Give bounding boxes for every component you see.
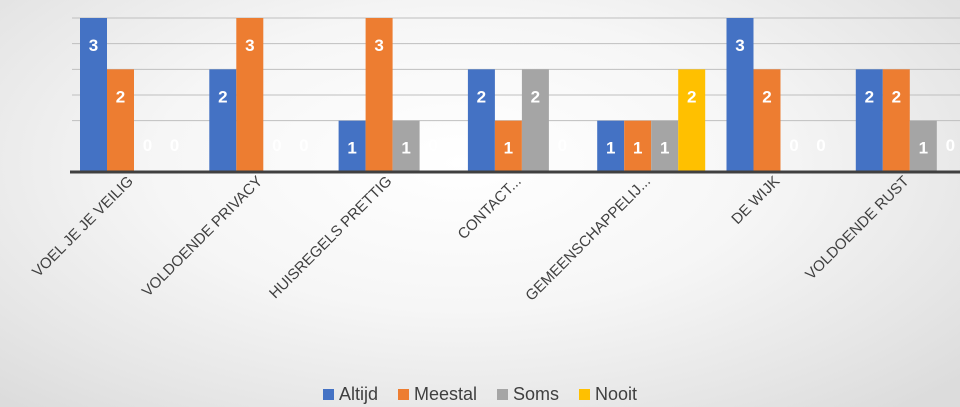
data-label-soms: 1 <box>660 139 669 158</box>
data-label-nooit: 0 <box>558 136 567 155</box>
bar-soms <box>651 120 679 172</box>
data-label-altijd: 3 <box>89 36 98 55</box>
category-label: HUISREGELS PRETTIG <box>266 173 395 302</box>
bar-altijd <box>338 120 366 172</box>
data-label-meestal: 1 <box>504 139 513 158</box>
bar-altijd <box>726 18 754 172</box>
bar-meestal <box>107 69 134 172</box>
data-label-soms: 0 <box>143 136 152 155</box>
bar-meestal <box>753 69 781 172</box>
data-label-altijd: 2 <box>865 87 874 106</box>
data-label-meestal: 2 <box>762 87 771 106</box>
bar-meestal <box>236 18 264 172</box>
bars <box>80 18 937 172</box>
data-label-meestal: 2 <box>116 87 125 106</box>
data-label-nooit: 0 <box>299 136 308 155</box>
data-label-nooit: 0 <box>816 136 825 155</box>
category-label: GEMEENSCHAPPELIJ... <box>522 173 654 305</box>
legend-label-altijd: Altijd <box>338 384 378 404</box>
data-label-altijd: 1 <box>347 139 356 158</box>
category-label: VOLDOENDE PRIVACY <box>139 173 266 300</box>
bar-nooit <box>678 69 706 172</box>
legend-label-soms: Soms <box>513 384 560 404</box>
data-label-altijd: 3 <box>735 36 744 55</box>
legend-item-soms: Soms <box>497 384 559 405</box>
data-label-soms: 0 <box>272 136 281 155</box>
bar-altijd <box>597 120 625 172</box>
data-label-nooit: 0 <box>428 136 437 155</box>
legend-swatch-soms <box>497 389 508 400</box>
bar-meestal <box>494 120 522 172</box>
data-label-meestal: 1 <box>633 139 642 158</box>
data-label-soms: 1 <box>401 139 410 158</box>
data-label-nooit: 0 <box>170 136 179 155</box>
bar-altijd <box>80 18 107 172</box>
bar-meestal <box>624 120 652 172</box>
bar-altijd <box>855 69 883 172</box>
data-label-altijd: 2 <box>477 87 486 106</box>
bar-altijd <box>209 69 237 172</box>
data-label-altijd: 1 <box>606 139 615 158</box>
category-label: VOEL JE JE VEILIG <box>29 173 137 281</box>
legend-item-meestal: Meestal <box>397 384 477 405</box>
bar-altijd <box>467 69 495 172</box>
gridlines <box>72 17 960 122</box>
data-label-meestal: 3 <box>374 36 383 55</box>
category-labels: VOEL JE JE VEILIG VOLDOENDE PRIVACY HUISRE… <box>29 173 913 305</box>
category-label: DE WIJK <box>728 173 783 228</box>
data-label-altijd: 2 <box>218 87 227 106</box>
legend-item-nooit: Nooit <box>579 384 637 405</box>
legend-swatch-nooit <box>579 389 591 400</box>
data-label-meestal: 2 <box>892 87 901 106</box>
data-label-nooit: 2 <box>687 87 696 106</box>
legend: Altijd Meestal Soms Nooit <box>0 384 960 405</box>
legend-label-meestal: Meestal <box>413 384 477 404</box>
bar-soms <box>521 69 549 172</box>
category-label: VOLDOENDE RUST <box>802 173 912 283</box>
data-label-meestal: 3 <box>245 36 254 55</box>
data-label-soms: 0 <box>789 136 798 155</box>
legend-swatch-meestal <box>397 389 409 400</box>
data-label-soms: 2 <box>531 87 540 106</box>
bar-soms <box>392 120 420 172</box>
bar-meestal <box>882 69 910 172</box>
category-label: CONTACT... <box>455 173 525 243</box>
bar-soms <box>909 120 937 172</box>
bar-meestal <box>365 18 393 172</box>
data-label-soms: 1 <box>919 139 928 158</box>
legend-swatch-altijd <box>322 389 334 400</box>
data-label-nooit: 0 <box>946 136 955 155</box>
legend-item-altijd: Altijd <box>322 384 378 405</box>
legend-label-nooit: Nooit <box>595 384 638 404</box>
